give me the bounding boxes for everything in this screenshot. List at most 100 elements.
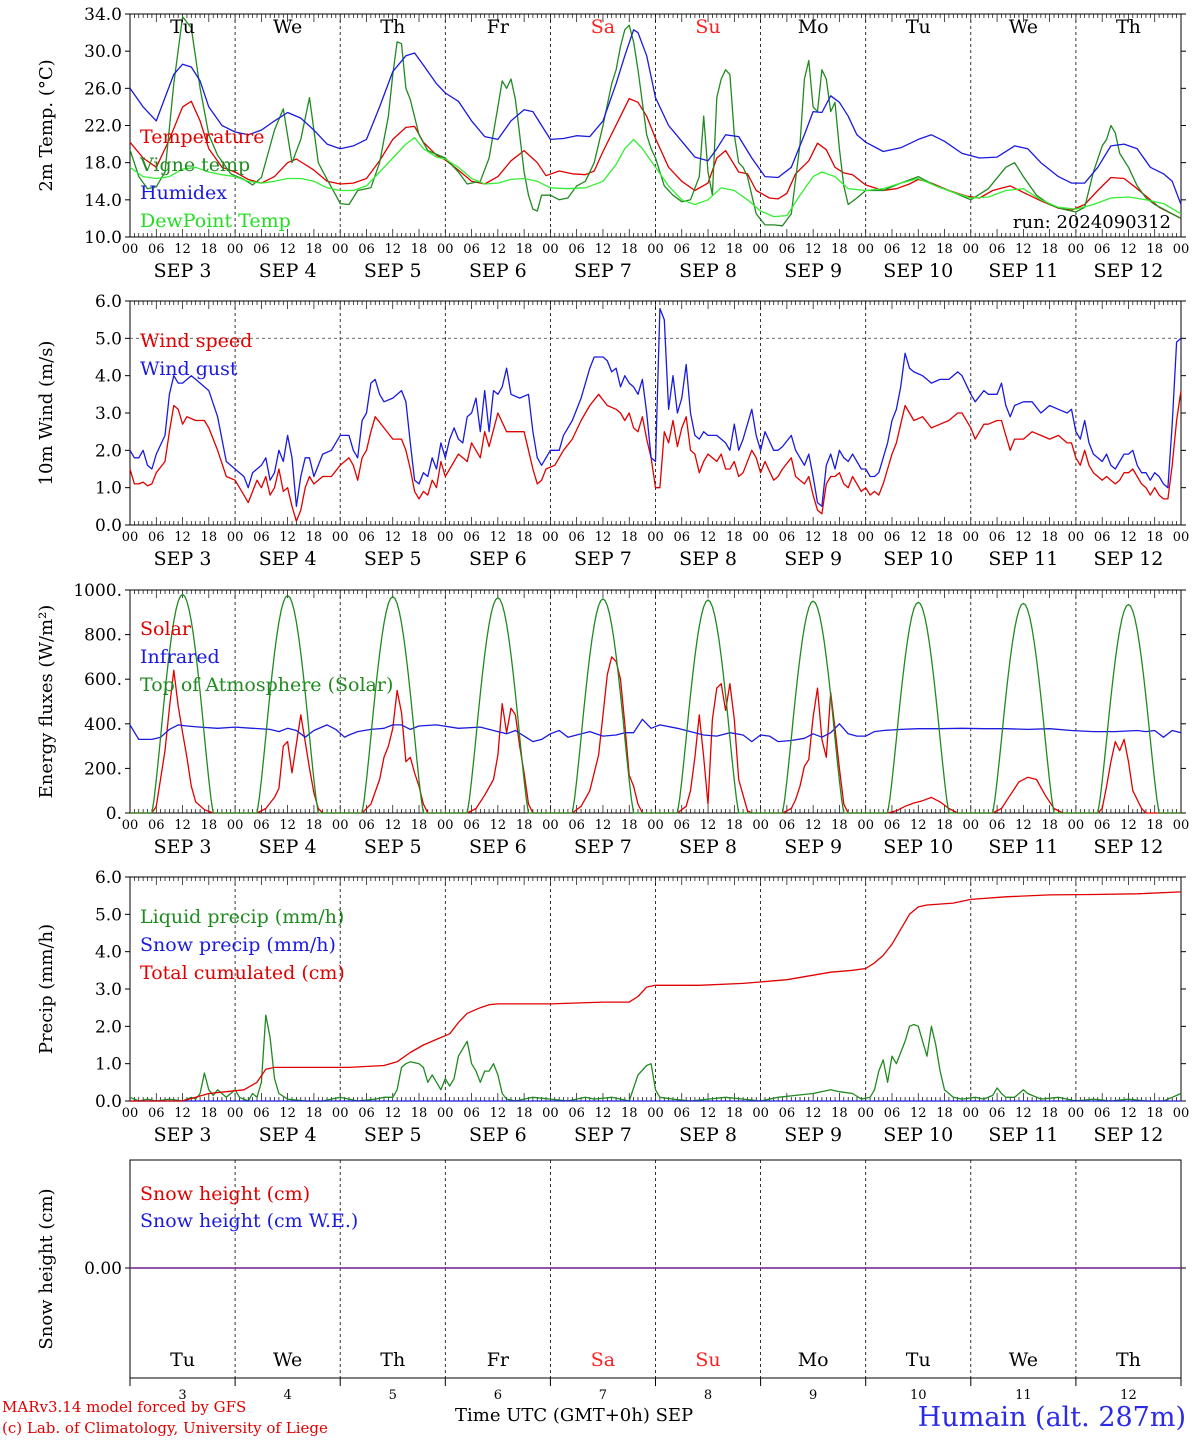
- hour-label: 06: [884, 1106, 901, 1121]
- hour-label: 18: [621, 242, 638, 257]
- hour-label: 06: [253, 530, 270, 545]
- y-tick-label: 5.0: [95, 905, 122, 925]
- day-number: 5: [389, 1388, 397, 1403]
- panel-frame: [129, 13, 1182, 238]
- weekday-label-top: Th: [380, 16, 405, 38]
- hour-label: 00: [437, 1106, 454, 1121]
- legend-entry: Solar: [140, 618, 192, 640]
- date-label: SEP 12: [1094, 1124, 1164, 1146]
- weekday-label-bottom: Tu: [906, 1349, 931, 1371]
- legend-entry: Infrared: [140, 646, 220, 668]
- date-label: SEP 5: [364, 548, 422, 570]
- date-label: SEP 10: [883, 1124, 953, 1146]
- hour-label: 06: [989, 818, 1006, 833]
- hour-label: 06: [779, 242, 796, 257]
- date-label: SEP 4: [259, 260, 317, 282]
- hour-label: 06: [568, 242, 585, 257]
- hour-label: 06: [148, 242, 165, 257]
- y-tick-label: 600.: [84, 670, 122, 690]
- hour-label: 18: [831, 242, 848, 257]
- date-label: SEP 6: [469, 548, 527, 570]
- date-label: SEP 3: [154, 548, 212, 570]
- hour-label: 18: [726, 242, 743, 257]
- hour-label: 06: [463, 818, 480, 833]
- hour-label: 00: [857, 242, 874, 257]
- hour-label: 18: [201, 242, 218, 257]
- weekday-label-top: Sa: [591, 16, 615, 38]
- hour-label: 18: [726, 818, 743, 833]
- hour-label: 00: [647, 242, 664, 257]
- hour-label: 12: [490, 818, 507, 833]
- hour-label: 00: [1068, 242, 1085, 257]
- hour-label: 12: [805, 818, 822, 833]
- hour-label: 00: [542, 530, 559, 545]
- hour-label: 00: [752, 818, 769, 833]
- legend-entry: Wind gust: [140, 358, 238, 380]
- legend-entry: Snow precip (mm/h): [140, 934, 336, 956]
- legend-entry: Top of Atmosphere (Solar): [140, 674, 393, 696]
- hour-label: 12: [910, 1106, 927, 1121]
- hour-label: 18: [831, 530, 848, 545]
- y-tick-label: 4.0: [95, 367, 122, 387]
- date-label: SEP 5: [364, 1124, 422, 1146]
- y-tick-label: 0.: [106, 804, 122, 824]
- hour-label: 06: [779, 530, 796, 545]
- y-tick-label: 14.0: [84, 191, 122, 211]
- hour-label: 00: [332, 818, 349, 833]
- hour-label: 18: [411, 1106, 428, 1121]
- date-label: SEP 8: [679, 260, 737, 282]
- hour-label: 00: [332, 530, 349, 545]
- hour-label: 06: [463, 530, 480, 545]
- hour-label: 00: [857, 530, 874, 545]
- y-tick-label: 18.0: [84, 154, 122, 174]
- hour-label: 06: [884, 818, 901, 833]
- hour-label: 06: [568, 818, 585, 833]
- hour-label: 18: [1041, 530, 1058, 545]
- hour-label: 18: [516, 818, 533, 833]
- date-label: SEP 10: [883, 548, 953, 570]
- hour-label: 18: [1041, 818, 1058, 833]
- hour-label: 00: [752, 1106, 769, 1121]
- y-tick-label: 22.0: [84, 117, 122, 137]
- legend-entry: Total cumulated (cm): [140, 962, 345, 984]
- hour-label: 18: [516, 1106, 533, 1121]
- hour-label: 00: [542, 818, 559, 833]
- hour-label: 00: [752, 242, 769, 257]
- date-label: SEP 6: [469, 260, 527, 282]
- hour-label: 06: [568, 1106, 585, 1121]
- y-tick-label: 0.0: [95, 1092, 122, 1112]
- hour-label: 06: [674, 530, 691, 545]
- y-axis-label: 2m Temp. (°C): [36, 59, 57, 191]
- hour-label: 12: [384, 242, 401, 257]
- hour-label: 00: [1068, 530, 1085, 545]
- hour-label: 00: [647, 1106, 664, 1121]
- hour-label: 00: [857, 818, 874, 833]
- panel-frame: [129, 300, 1182, 526]
- hour-label: 12: [279, 818, 296, 833]
- hour-label: 18: [936, 1106, 953, 1121]
- y-tick-label: 3.0: [95, 404, 122, 424]
- date-label: SEP 3: [154, 260, 212, 282]
- hour-label: 00: [437, 818, 454, 833]
- date-label: SEP 5: [364, 836, 422, 858]
- hour-label: 00: [332, 1106, 349, 1121]
- hour-label: 18: [1146, 242, 1163, 257]
- hour-label: 00: [122, 530, 139, 545]
- hour-label: 12: [910, 530, 927, 545]
- hour-label: 12: [1120, 242, 1137, 257]
- day-number: 10: [910, 1388, 927, 1403]
- hour-label: 18: [411, 530, 428, 545]
- weekday-label-top: Mo: [798, 16, 829, 38]
- y-axis-label: Energy fluxes (W/m²): [36, 605, 57, 799]
- y-tick-label: 26.0: [84, 79, 122, 99]
- y-tick-label: 2.0: [95, 441, 122, 461]
- y-tick-label: 400.: [84, 715, 122, 735]
- hour-label: 06: [253, 818, 270, 833]
- hour-label: 00: [647, 530, 664, 545]
- hour-label: 00: [963, 818, 980, 833]
- y-axis-label: 10m Wind (m/s): [36, 341, 57, 486]
- hour-label: 12: [595, 818, 612, 833]
- hour-label: 12: [279, 242, 296, 257]
- weekday-label-top: Th: [1116, 16, 1141, 38]
- hour-label: 00: [1173, 818, 1190, 833]
